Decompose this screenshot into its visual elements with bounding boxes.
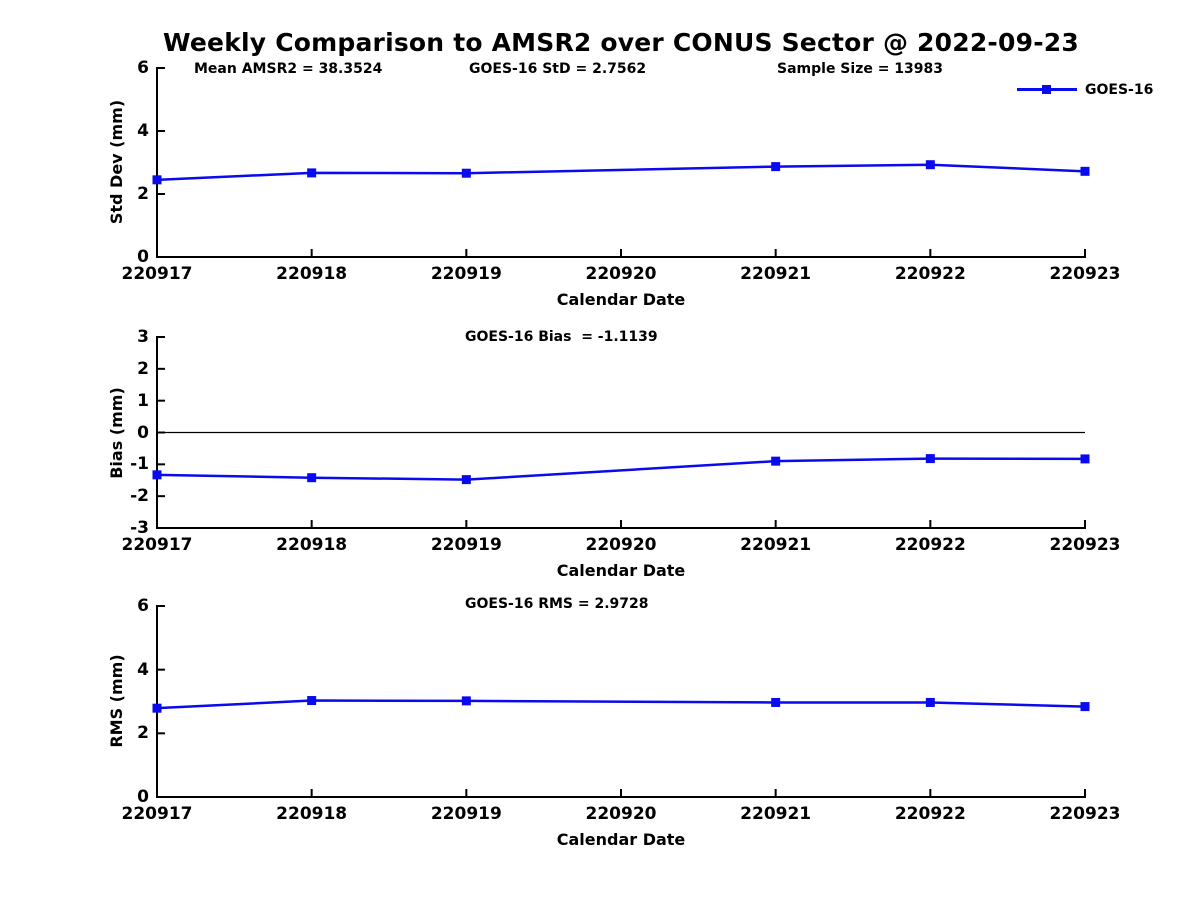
x-tick-label: 220922 <box>894 804 966 824</box>
x-tick-label: 220920 <box>585 804 657 824</box>
y-tick-label: -1 <box>130 454 149 475</box>
x-tick-label: 220917 <box>121 264 193 284</box>
chart-annotation: GOES-16 Bias = -1.1139 <box>465 329 658 345</box>
x-tick-label: 220922 <box>894 535 966 555</box>
y-tick-label: 6 <box>137 58 149 78</box>
x-tick-label: 220921 <box>740 535 812 555</box>
y-tick-label: 2 <box>137 358 149 379</box>
y-tick-label: 6 <box>137 596 149 616</box>
x-axis-label-stddev: Calendar Date <box>556 290 686 309</box>
x-axis-label-bias: Calendar Date <box>556 561 686 580</box>
x-tick-label: 220921 <box>740 264 812 284</box>
y-tick-label: 0 <box>137 787 149 807</box>
y-tick-label: -3 <box>130 518 149 538</box>
x-tick-label: 220917 <box>121 535 193 555</box>
x-tick-label: 220923 <box>1049 264 1121 284</box>
y-tick-label: 0 <box>137 422 149 443</box>
x-tick-label: 220920 <box>585 264 657 284</box>
figure-title: Weekly Comparison to AMSR2 over CONUS Se… <box>163 28 1079 57</box>
x-tick-label: 220923 <box>1049 804 1121 824</box>
x-tick-label: 220920 <box>585 535 657 555</box>
x-tick-label: 220918 <box>276 804 348 824</box>
y-tick-label: 2 <box>137 723 149 744</box>
y-axis-label-stddev: Std Dev (mm) <box>107 99 126 225</box>
y-tick-label: -2 <box>130 486 149 507</box>
y-tick-label: 4 <box>137 121 149 141</box>
x-axis-label-rms: Calendar Date <box>556 830 686 849</box>
legend-label: GOES-16 <box>1085 82 1154 98</box>
x-tick-label: 220918 <box>276 264 348 284</box>
y-tick-label: 4 <box>137 659 149 680</box>
x-tick-label: 220919 <box>430 804 502 824</box>
x-tick-label: 220919 <box>430 535 502 555</box>
chart-annotation: Mean AMSR2 = 38.3524 <box>194 61 383 77</box>
x-tick-label: 220922 <box>894 264 966 284</box>
y-tick-label: 3 <box>137 327 149 347</box>
y-tick-label: 2 <box>137 184 149 204</box>
chart-annotation: Sample Size = 13983 <box>777 61 944 77</box>
x-tick-label: 220918 <box>276 535 348 555</box>
x-tick-label: 220921 <box>740 804 812 824</box>
legend-marker <box>1042 85 1051 94</box>
x-tick-label: 220919 <box>430 264 502 284</box>
y-tick-label: 1 <box>137 390 149 411</box>
y-axis-label-rms: RMS (mm) <box>107 654 126 748</box>
x-tick-label: 220917 <box>121 804 193 824</box>
chart-annotation: GOES-16 RMS = 2.9728 <box>465 596 649 612</box>
chart-annotation: GOES-16 StD = 2.7562 <box>469 61 647 77</box>
y-tick-label: 0 <box>137 247 149 267</box>
x-tick-label: 220923 <box>1049 535 1121 555</box>
